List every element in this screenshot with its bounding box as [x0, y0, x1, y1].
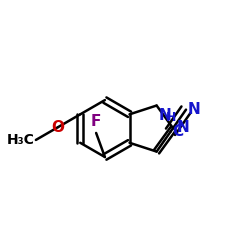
Text: N: N — [159, 108, 172, 123]
Text: N: N — [176, 120, 189, 135]
Text: H₃C: H₃C — [7, 133, 35, 147]
Text: N: N — [187, 102, 200, 117]
Text: O: O — [52, 120, 64, 135]
Text: H: H — [166, 111, 176, 124]
Text: C: C — [172, 124, 184, 139]
Text: F: F — [91, 114, 101, 130]
